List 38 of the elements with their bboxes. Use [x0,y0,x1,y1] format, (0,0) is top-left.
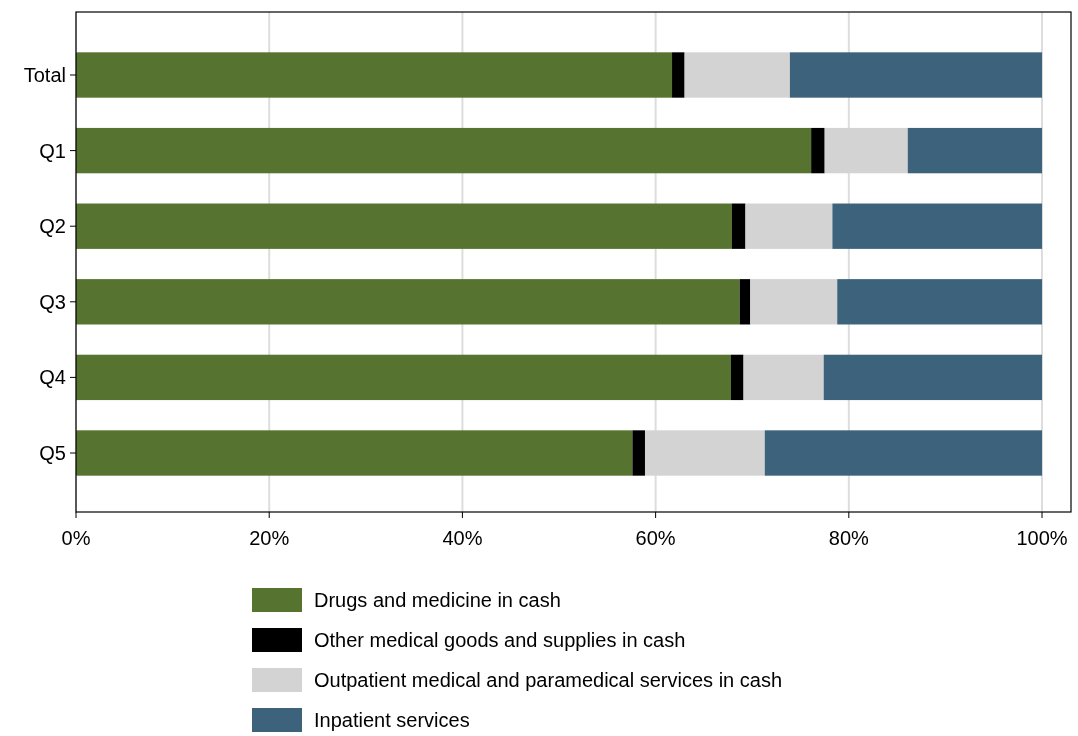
bar [76,203,732,249]
bar [76,127,812,174]
bar [750,279,838,325]
x-tick-label: 100% [1016,527,1068,549]
bar [684,52,790,98]
bar [743,354,824,401]
legend-label: Other medical goods and supplies in cash [314,629,686,651]
bar [764,430,1043,476]
bar [837,279,1043,325]
y-tick-label: Q5 [39,442,66,464]
bar [731,203,746,249]
x-tick-label: 20% [249,527,290,549]
y-tick-label: Total [23,64,66,86]
y-tick-label: Q3 [39,290,66,313]
x-tick-label: 80% [828,527,870,549]
bar [907,127,1043,174]
x-tick-label: 40% [442,527,483,549]
legend-label: Inpatient services [314,709,470,731]
bar [832,203,1043,249]
bar [730,354,744,401]
bar [739,279,751,325]
legend-label: Drugs and medicine in cash [314,589,561,611]
bar [76,430,633,476]
y-tick-label: Q1 [39,139,66,162]
bar [745,203,833,249]
bar [811,127,825,174]
bar [76,354,731,401]
y-tick-label: Q4 [39,366,66,389]
x-tick-label: 0% [61,527,91,549]
bar [632,430,645,476]
bar [789,52,1043,98]
bar [823,354,1043,401]
y-tick-label: Q2 [39,215,66,238]
legend-label: Outpatient medical and paramedical services in cash [314,669,783,691]
bar [76,52,673,98]
bar [672,52,685,98]
bar [76,279,740,325]
x-tick-label: 60% [635,527,676,549]
